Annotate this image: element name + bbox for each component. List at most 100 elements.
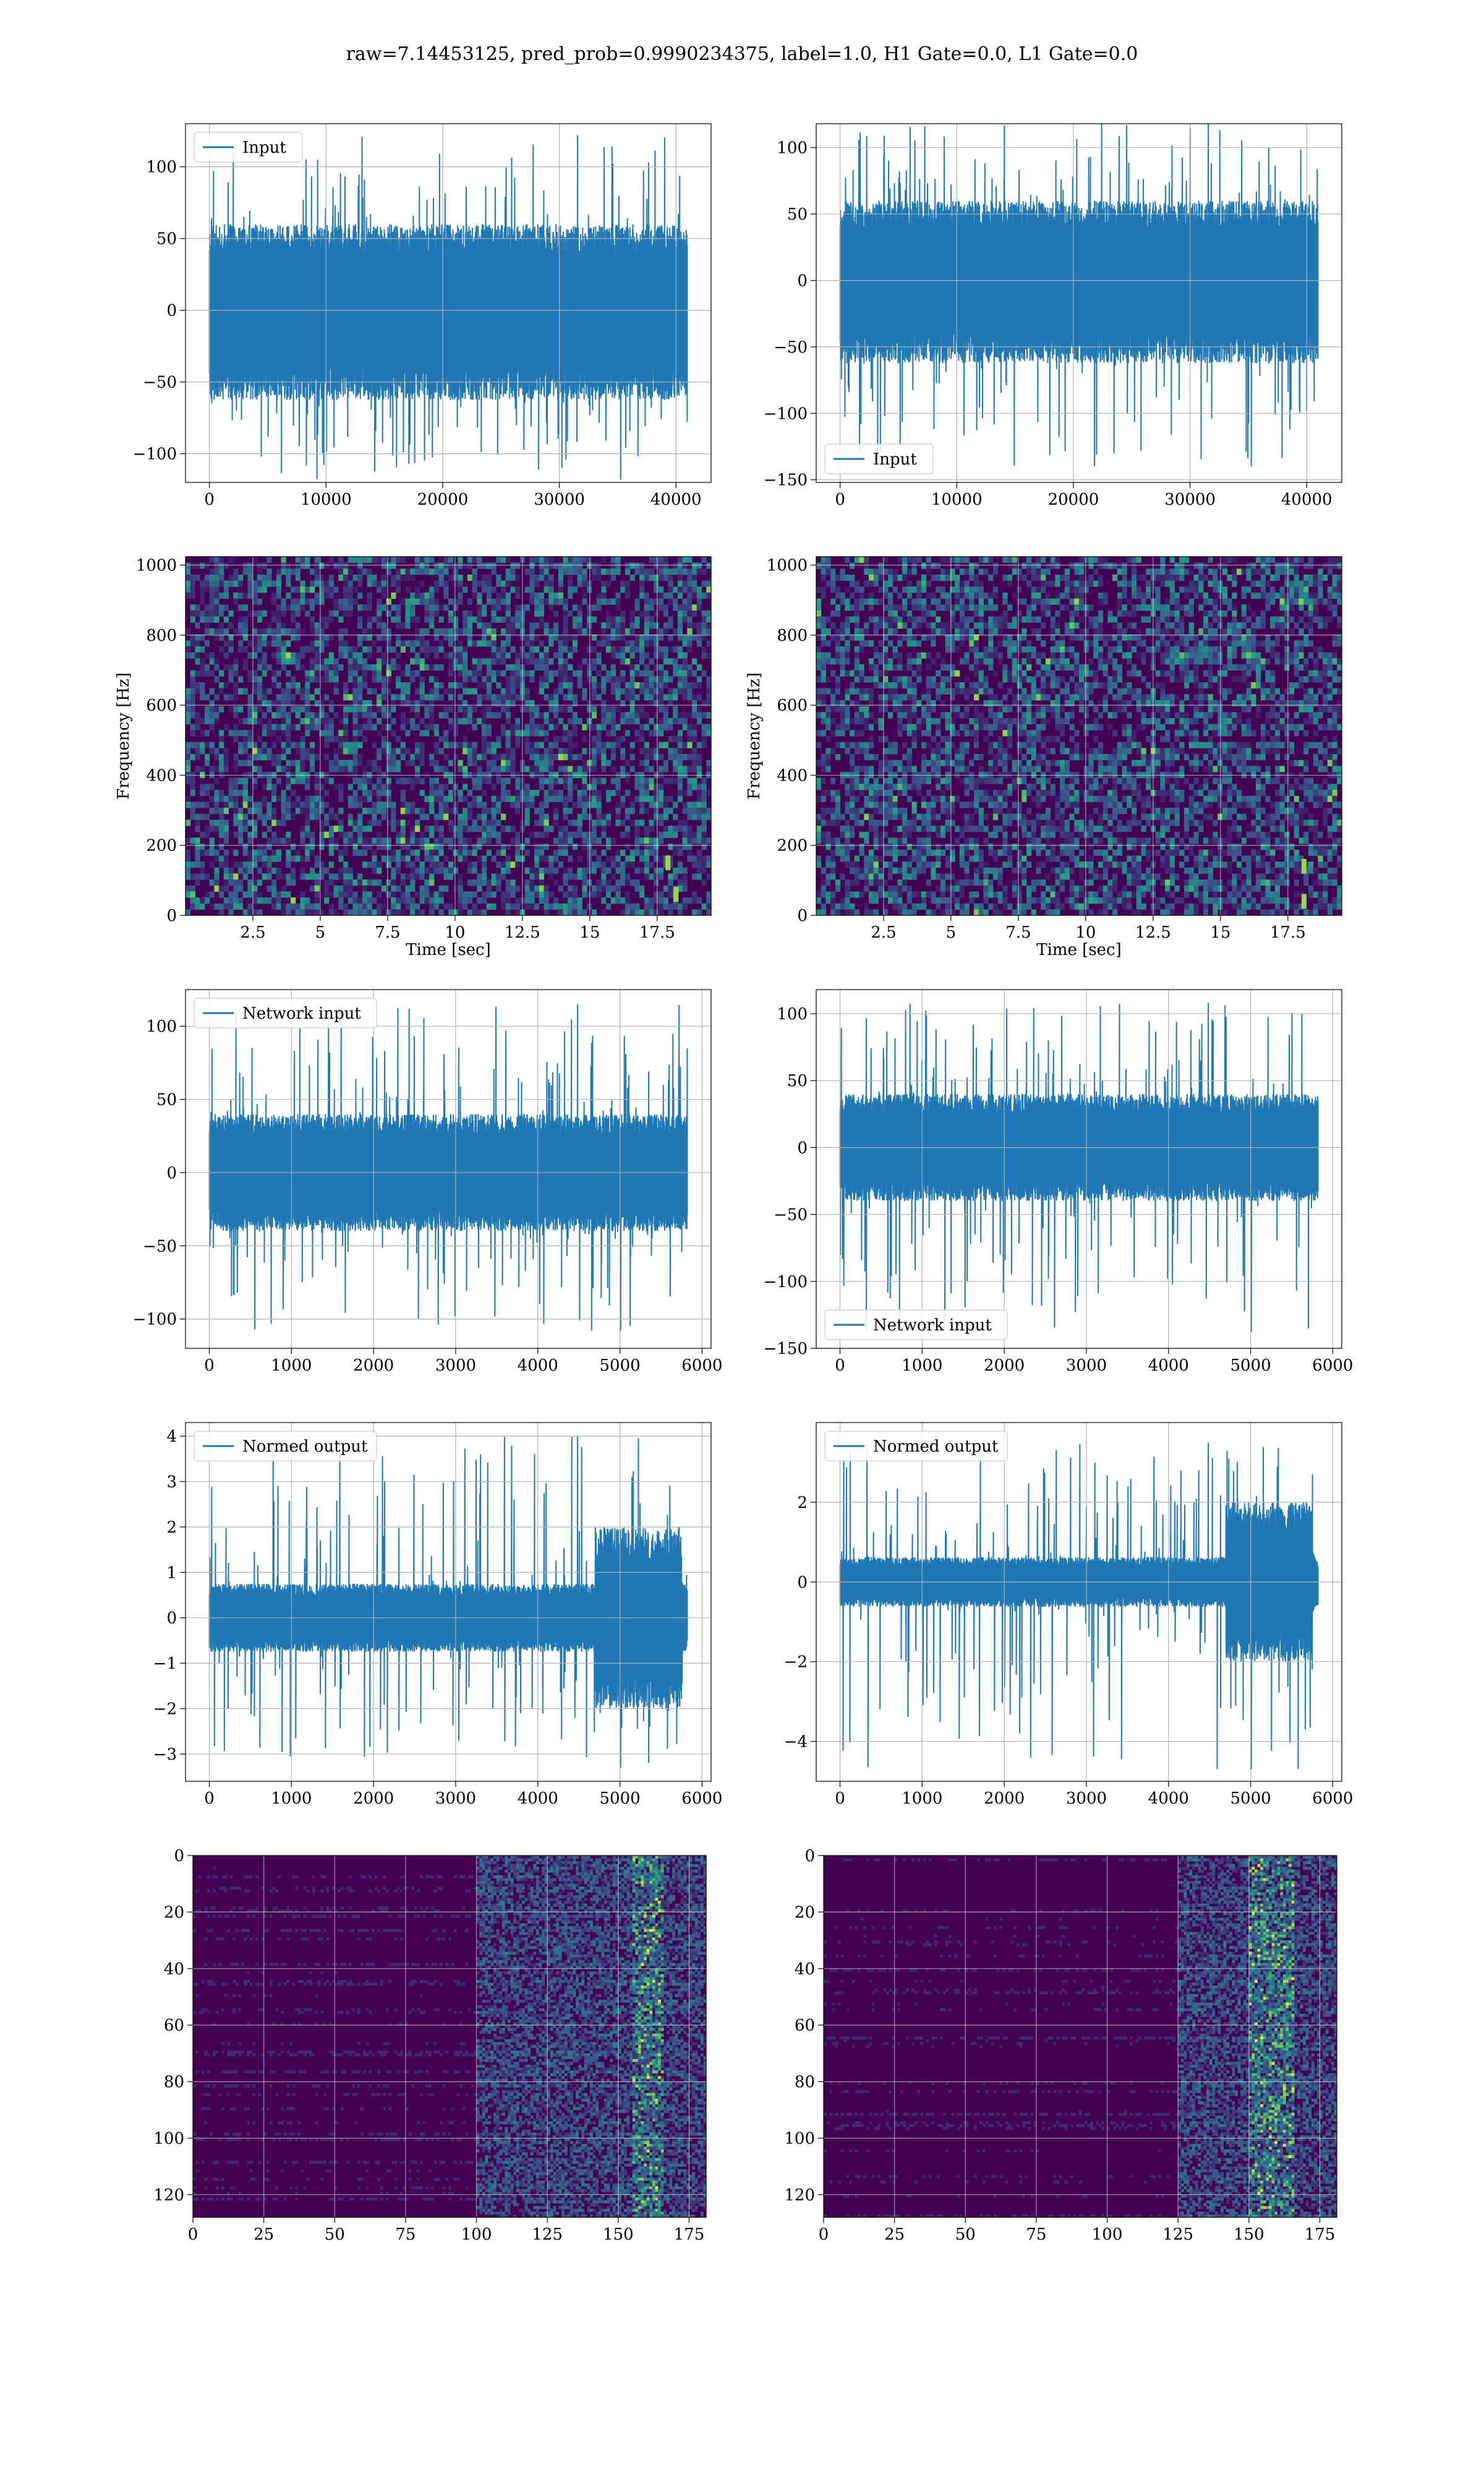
heatmap-cell [200, 766, 205, 773]
heatmap-cell [458, 700, 463, 707]
heatmap-cell [414, 766, 420, 773]
heatmap-cell [529, 891, 535, 898]
heatmap-cell [558, 652, 563, 659]
heatmap-cell [663, 718, 668, 725]
heatmap-cell [639, 646, 645, 653]
heatmap-cell [959, 634, 965, 641]
heatmap-cell [692, 634, 697, 641]
heatmap-cell [333, 784, 339, 790]
heatmap-cell [214, 593, 220, 599]
heatmap-cell [448, 742, 454, 748]
heatmap-cell [529, 557, 535, 563]
heatmap-cell [482, 622, 487, 629]
heatmap-cell [438, 568, 444, 575]
heatmap-cell [333, 712, 339, 719]
heatmap-cell [352, 760, 358, 766]
heatmap-cell [352, 706, 358, 713]
heatmap-cell [706, 790, 711, 797]
heatmap-cell [381, 575, 387, 581]
heatmap-cell [453, 616, 458, 623]
heatmap-cell [223, 855, 229, 862]
heatmap-cell [377, 718, 382, 725]
heatmap-cell [1337, 640, 1342, 647]
heatmap-cell [291, 604, 296, 611]
heatmap-cell [305, 688, 310, 695]
heatmap-cell [955, 646, 960, 653]
heatmap-cell [615, 820, 621, 826]
heatmap-cell [419, 813, 425, 820]
heatmap-cell [276, 646, 282, 653]
heatmap-cell [219, 754, 224, 761]
heatmap-cell [443, 628, 449, 635]
heatmap-cell [305, 694, 310, 701]
heatmap-cell [214, 706, 220, 713]
heatmap-cell [333, 891, 339, 898]
heatmap-cell [419, 909, 425, 915]
heatmap-cell [1127, 634, 1132, 641]
heatmap-cell [1136, 634, 1141, 641]
heatmap-cell [1050, 557, 1055, 563]
heatmap-cell [1031, 575, 1036, 581]
heatmap-cell [572, 622, 578, 629]
heatmap-cell [252, 862, 258, 868]
heatmap-cell [458, 646, 463, 653]
heatmap-cell [219, 670, 224, 677]
heatmap-cell [343, 862, 349, 868]
heatmap-cell [242, 795, 248, 802]
heatmap-cell [1132, 562, 1137, 569]
heatmap-cell [276, 640, 282, 647]
heatmap-cell [544, 855, 549, 862]
heatmap-cell [1079, 580, 1085, 587]
heatmap-cell [587, 748, 592, 755]
heatmap-cell [362, 897, 368, 904]
heatmap-cell [324, 676, 330, 683]
heatmap-cell [524, 903, 530, 910]
heatmap-cell [649, 777, 654, 784]
heatmap-cell [281, 604, 286, 611]
heatmap-cell [931, 593, 936, 599]
heatmap-cell [328, 610, 335, 617]
heatmap-cell [1132, 580, 1137, 587]
heatmap-cell [348, 593, 353, 599]
heatmap-cell [419, 742, 425, 748]
heatmap-cell [510, 694, 516, 701]
heatmap-cell [654, 790, 659, 797]
heatmap-cell [974, 640, 979, 647]
heatmap-cell [682, 676, 688, 683]
heatmap-cell [821, 593, 826, 599]
heatmap-cell [458, 826, 463, 833]
heatmap-cell [414, 891, 420, 898]
heatmap-cell [372, 670, 377, 677]
heatmap-cell [687, 808, 693, 815]
heatmap-cell [682, 586, 688, 593]
heatmap-cell [1241, 640, 1247, 647]
heatmap-cell [314, 712, 320, 719]
heatmap-cell [1303, 610, 1309, 617]
heatmap-cell [257, 646, 263, 653]
heatmap-cell [544, 598, 549, 605]
heatmap-cell [692, 593, 697, 599]
heatmap-cell [659, 593, 664, 599]
heatmap-cell [204, 664, 210, 671]
heatmap-cell [696, 813, 702, 820]
heatmap-cell [324, 820, 330, 826]
heatmap-cell [639, 658, 645, 665]
heatmap-cell [443, 873, 449, 880]
heatmap-cell [429, 897, 435, 904]
heatmap-cell [601, 557, 607, 563]
heatmap-cell [964, 634, 970, 641]
heatmap-cell [701, 652, 707, 659]
heatmap-cell [204, 652, 210, 659]
heatmap-cell [978, 598, 984, 605]
heatmap-cell [242, 790, 248, 797]
heatmap-cell [544, 748, 549, 755]
heatmap-cell [200, 790, 205, 797]
heatmap-cell [687, 837, 693, 844]
heatmap-cell [467, 610, 473, 617]
heatmap-cell [673, 664, 678, 671]
heatmap-cell [377, 598, 382, 605]
heatmap-cell [391, 766, 396, 773]
heatmap-cell [892, 610, 898, 617]
heatmap-cell [548, 575, 554, 581]
heatmap-cell [267, 808, 272, 815]
